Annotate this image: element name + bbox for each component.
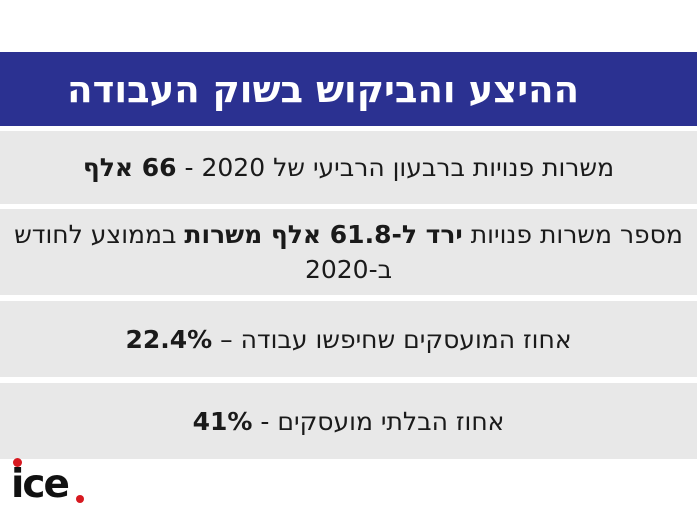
stat-label: מספר משרות פנויות bbox=[462, 220, 683, 249]
logo-dot-icon bbox=[13, 458, 22, 467]
stat-row-unemployed: אחוז הבלתי מועסקים - 41% bbox=[0, 383, 697, 459]
stat-label: משרות פנויות ברבעון הרביעי של 2020 - bbox=[176, 153, 615, 182]
stat-label: אחוז הבלתי מועסקים - bbox=[252, 406, 505, 436]
stat-value: ירד ל-61.8 אלף משרות bbox=[184, 220, 463, 249]
stat-label-suffix: בממוצע לחודש ב-2020 bbox=[14, 220, 393, 284]
stat-row-employed-job-seekers: אחוז המועסקים שחיפשו עבודה – 22.4% bbox=[0, 301, 697, 377]
stat-text: אחוז המועסקים שחיפשו עבודה – 22.4% bbox=[125, 322, 571, 357]
stat-row-monthly-vacancies: מספר משרות פנויות ירד ל-61.8 אלף משרות ב… bbox=[0, 209, 697, 295]
stat-value: 41% bbox=[192, 406, 253, 436]
logo-text: ice bbox=[11, 462, 70, 507]
stat-value: 22.4% bbox=[125, 324, 213, 354]
title-banner: ההיצע והביקוש בשוק העבודה bbox=[0, 52, 697, 126]
stat-text: אחוז הבלתי מועסקים - 41% bbox=[193, 404, 505, 439]
logo-period-icon bbox=[76, 495, 84, 503]
stat-label: אחוז המועסקים שחיפשו עבודה – bbox=[212, 324, 572, 354]
stat-row-vacancies-q4: משרות פנויות ברבעון הרביעי של 2020 - 66 … bbox=[0, 131, 697, 204]
page-title: ההיצע והביקוש בשוק העבודה bbox=[67, 67, 579, 111]
stat-text: מספר משרות פנויות ירד ל-61.8 אלף משרות ב… bbox=[0, 217, 697, 287]
stat-text: משרות פנויות ברבעון הרביעי של 2020 - 66 … bbox=[83, 150, 614, 185]
stat-value: 66 אלף bbox=[82, 153, 177, 182]
ice-logo: ice bbox=[11, 456, 84, 507]
